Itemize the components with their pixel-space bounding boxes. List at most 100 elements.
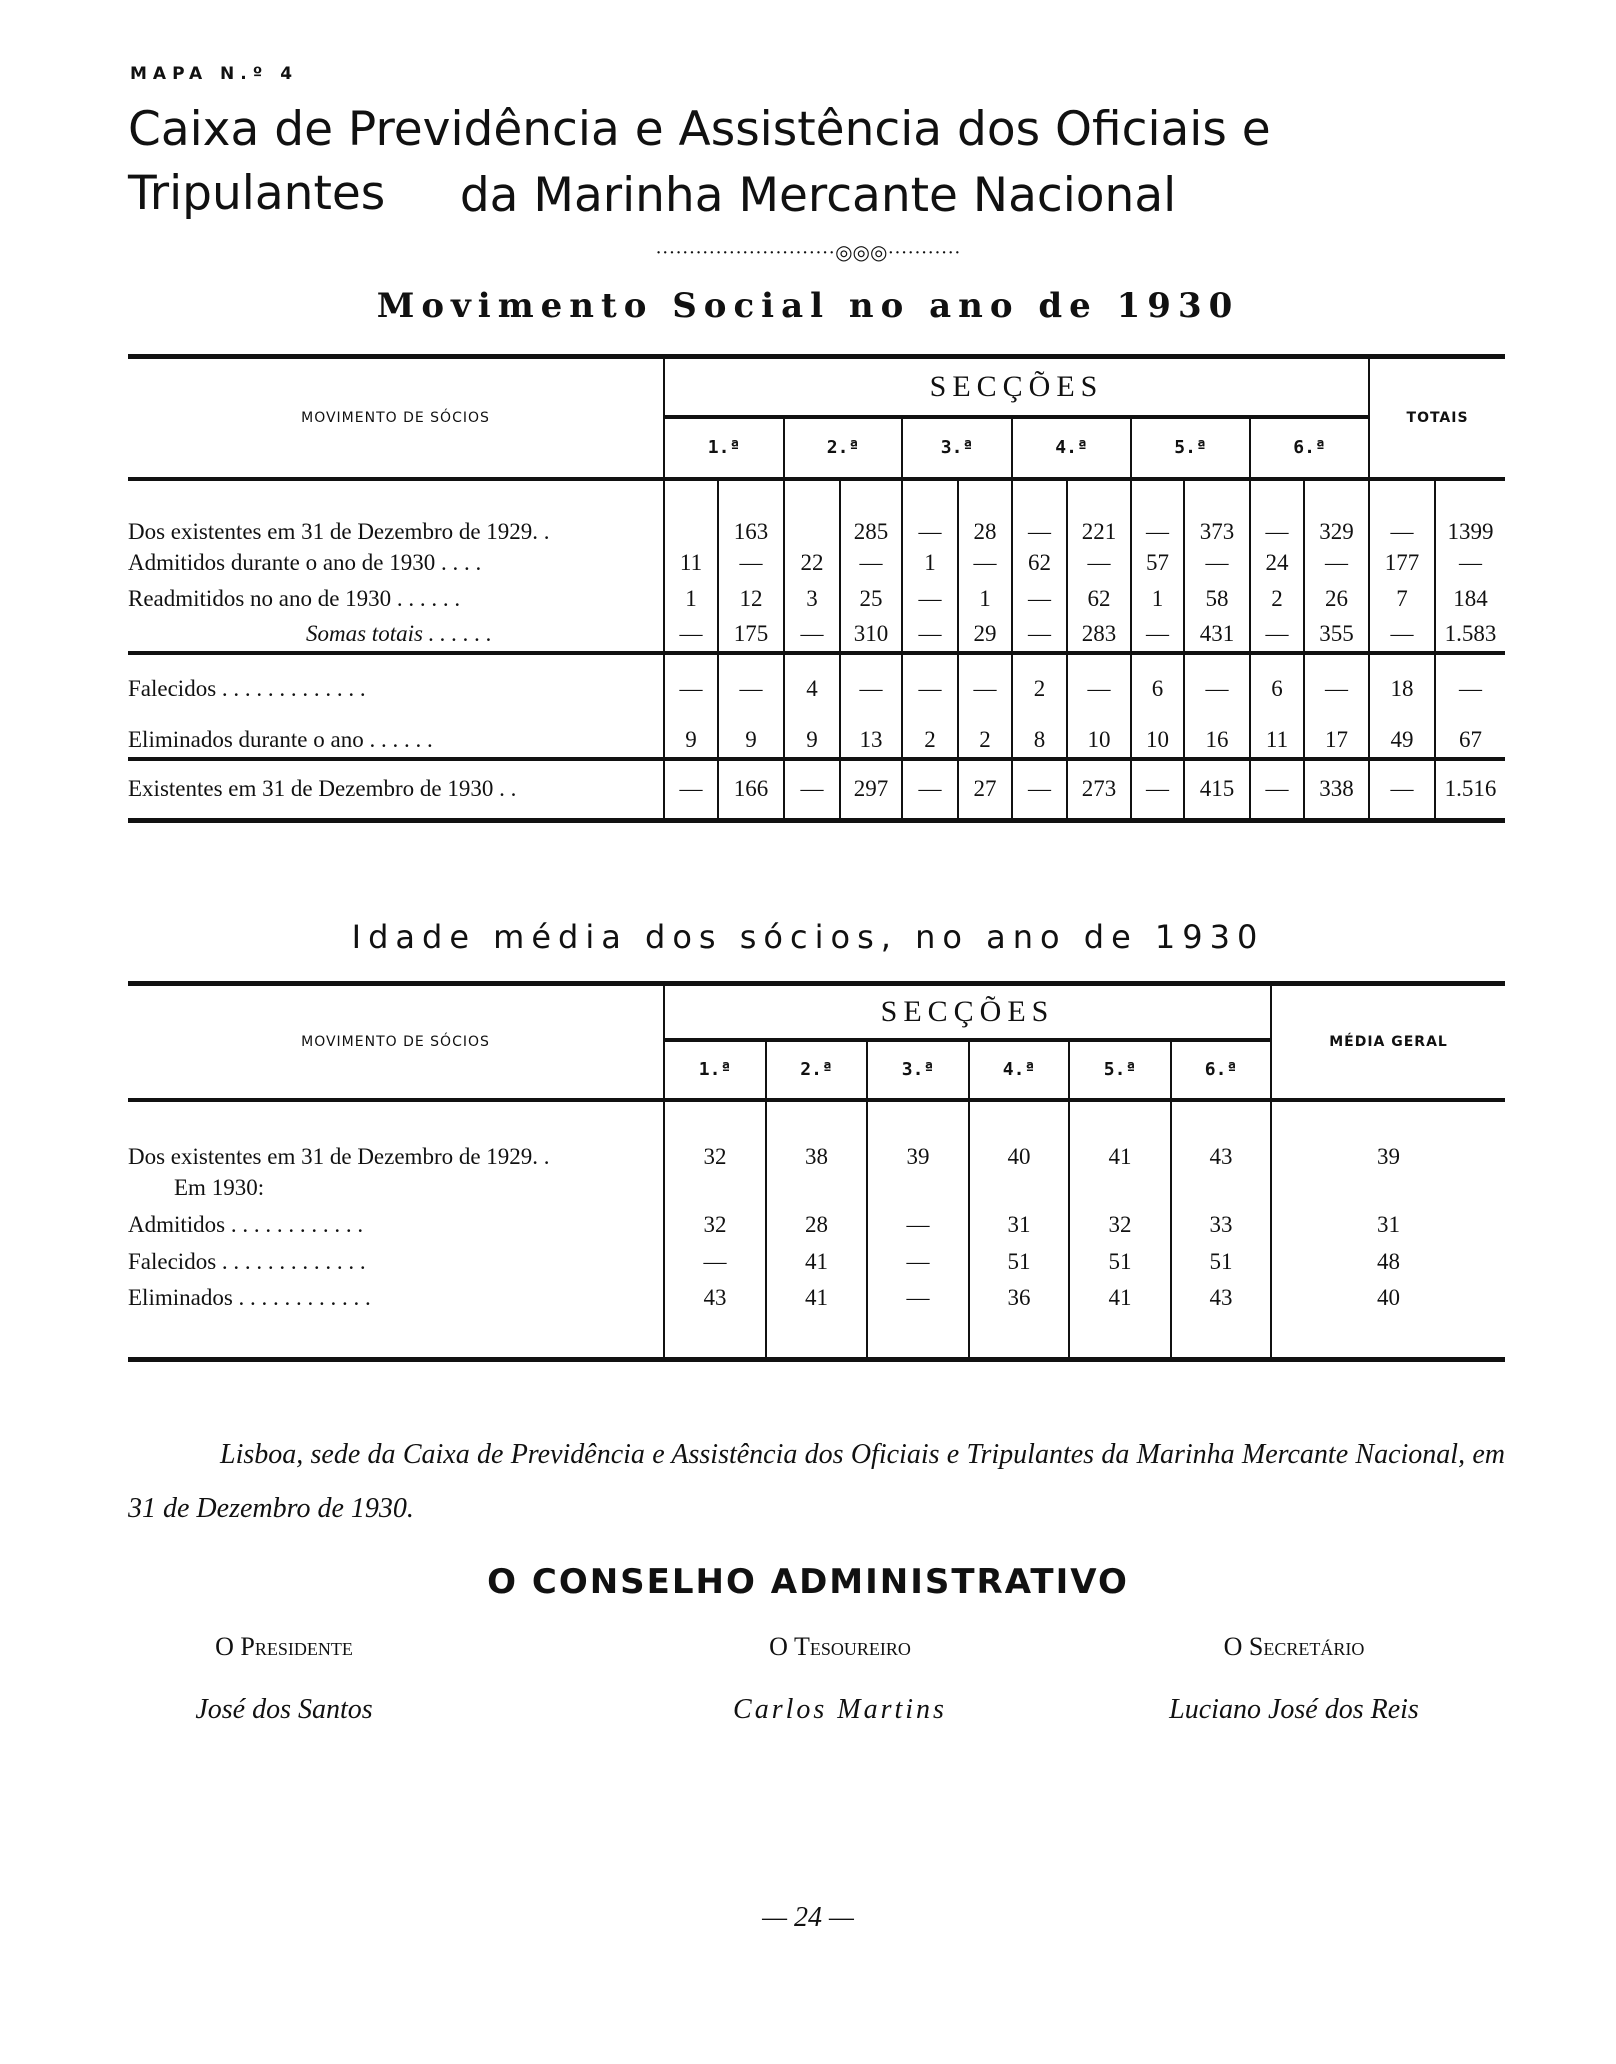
cell-value: 329 — [1302, 478, 1370, 545]
cell-value: 39 — [866, 1099, 969, 1170]
cell-value: 415 — [1183, 758, 1250, 821]
row-label: Dos existentes em 31 de Dezembro de 1929… — [128, 518, 550, 544]
cell-value: — — [1130, 616, 1184, 653]
row-label: Falecidos . . . . . . . . . . . . . — [128, 1248, 366, 1274]
cell-value — [663, 1169, 766, 1206]
cell-value: 1 — [663, 580, 718, 617]
table-row: Existentes em 31 de Dezembro de 1930 . .… — [128, 758, 1506, 821]
cell-value: — — [901, 478, 958, 545]
table-row: Dos existentes em 31 de Dezembro de 1929… — [128, 478, 1506, 545]
cell-value — [663, 478, 718, 545]
cell-value — [1270, 1169, 1506, 1206]
row-label: Readmitidos no ano de 1930 . . . . . . — [128, 585, 461, 611]
social-movement-table: MOVIMENTO DE SÓCIOS SECÇÕES TOTAIS 1.ª 2.… — [128, 354, 1506, 823]
cell-value: — — [1302, 652, 1370, 723]
cell-value — [783, 478, 840, 545]
officer-role-secretary: O Secretário — [1223, 1632, 1365, 1661]
cell-value: — — [1249, 478, 1304, 545]
table-row: Falecidos . . . . . . . . . . . . . —41—5… — [128, 1243, 1506, 1280]
row-label: Falecidos . . . . . . . . . . . . . — [128, 675, 366, 701]
cell-value: 1 — [901, 544, 958, 581]
cell-value: 33 — [1169, 1205, 1272, 1244]
cell-value: 40 — [968, 1099, 1069, 1170]
cell-value: 41 — [765, 1279, 867, 1316]
cell-value: 11 — [663, 544, 718, 581]
signature-secretary: Luciano José dos Reis — [1169, 1694, 1419, 1725]
cell-value: — — [1302, 544, 1370, 581]
cell-value: 27 — [957, 758, 1012, 821]
cell-value: 43 — [1169, 1279, 1272, 1316]
table2-title: Idade média dos sócios, no ano de 1930 — [351, 918, 1265, 956]
cell-value: 43 — [1169, 1099, 1272, 1170]
signature-treasurer: Carlos Martins — [733, 1694, 947, 1725]
officer-role-president: O Presidente — [215, 1632, 353, 1661]
section-header: 1.ª — [663, 1039, 766, 1100]
cell-value: 273 — [1066, 758, 1131, 821]
section-header: 3.ª — [901, 416, 1012, 479]
cell-value: 166 — [717, 758, 784, 821]
signature-president: José dos Santos — [195, 1694, 373, 1725]
table-row: Admitidos . . . . . . . . . . . . 32 28—31… — [128, 1205, 1506, 1244]
cell-value: — — [866, 1279, 969, 1316]
average-header: MÉDIA GERAL — [1270, 983, 1506, 1102]
cell-value: 18 — [1368, 652, 1436, 723]
section-header: 2.ª — [783, 416, 902, 479]
cell-value: — — [1011, 616, 1067, 653]
table-row: Somas totais . . . . . . —175—310—29—283—… — [128, 616, 1506, 653]
cell-value: 11 — [1249, 722, 1304, 759]
cell-value: 10 — [1130, 722, 1184, 759]
cell-value: 49 — [1368, 722, 1436, 759]
cell-value: 1399 — [1434, 478, 1506, 545]
cell-value: — — [1130, 478, 1184, 545]
cell-value — [1169, 1169, 1272, 1206]
cell-value: — — [1066, 544, 1131, 581]
cell-value: 6 — [1249, 652, 1304, 723]
title-line-2: da Marinha Mercante Nacional — [459, 168, 1177, 223]
average-age-table: MOVIMENTO DE SÓCIOS SECÇÕES MÉDIA GERAL … — [128, 981, 1506, 1362]
spacer-cell — [968, 1315, 1069, 1360]
cell-value: 41 — [765, 1243, 867, 1280]
cell-value: 12 — [717, 580, 784, 617]
cell-value: 8 — [1011, 722, 1067, 759]
cell-value: 51 — [1169, 1243, 1272, 1280]
cell-value: 355 — [1302, 616, 1370, 653]
cell-value: 32 — [1068, 1205, 1171, 1244]
spacer-cell — [866, 1315, 969, 1360]
cell-value: — — [1011, 478, 1067, 545]
officer-role-treasurer: O Tesoureiro — [769, 1632, 911, 1661]
cell-value: 57 — [1130, 544, 1184, 581]
cell-value: — — [663, 758, 718, 821]
spacer-cell — [663, 1315, 766, 1360]
cell-value: 3 — [783, 580, 840, 617]
cell-value: — — [1183, 652, 1250, 723]
section-header: 3.ª — [866, 1039, 969, 1100]
cell-value: — — [663, 616, 718, 653]
row-label: Admitidos durante o ano de 1930 . . . . — [128, 549, 482, 575]
cell-value: 9 — [663, 722, 718, 759]
cell-value: — — [1434, 544, 1506, 581]
cell-value: — — [1011, 580, 1067, 617]
section-header: 6.ª — [1248, 416, 1370, 479]
cell-value — [866, 1169, 969, 1206]
cell-value: — — [1249, 758, 1304, 821]
cell-value: — — [1434, 652, 1506, 723]
row-header: MOVIMENTO DE SÓCIOS — [128, 356, 664, 481]
cell-value: — — [1368, 478, 1436, 545]
statement: Lisboa, sede da Caixa de Previdência e A… — [128, 1439, 1505, 1524]
cell-value — [1068, 1169, 1171, 1206]
row-label: Em 1930: — [174, 1174, 265, 1200]
cell-value: — — [1183, 544, 1250, 581]
ornament: ···························◎◎◎··········… — [655, 242, 961, 264]
cell-value — [765, 1169, 867, 1206]
cell-value: 28 — [765, 1205, 867, 1244]
cell-value: 13 — [839, 722, 902, 759]
cell-value: 2 — [957, 722, 1012, 759]
section-header: 1.ª — [663, 416, 784, 479]
cell-value: 28 — [957, 478, 1012, 545]
cell-value: 36 — [968, 1279, 1069, 1316]
cell-value: — — [717, 544, 784, 581]
table-row: Eliminados . . . . . . . . . . . . 43 41—3… — [128, 1279, 1506, 1316]
row-label: Eliminados durante o ano . . . . . . — [128, 726, 433, 752]
table-bottom-rule — [128, 1315, 1506, 1360]
